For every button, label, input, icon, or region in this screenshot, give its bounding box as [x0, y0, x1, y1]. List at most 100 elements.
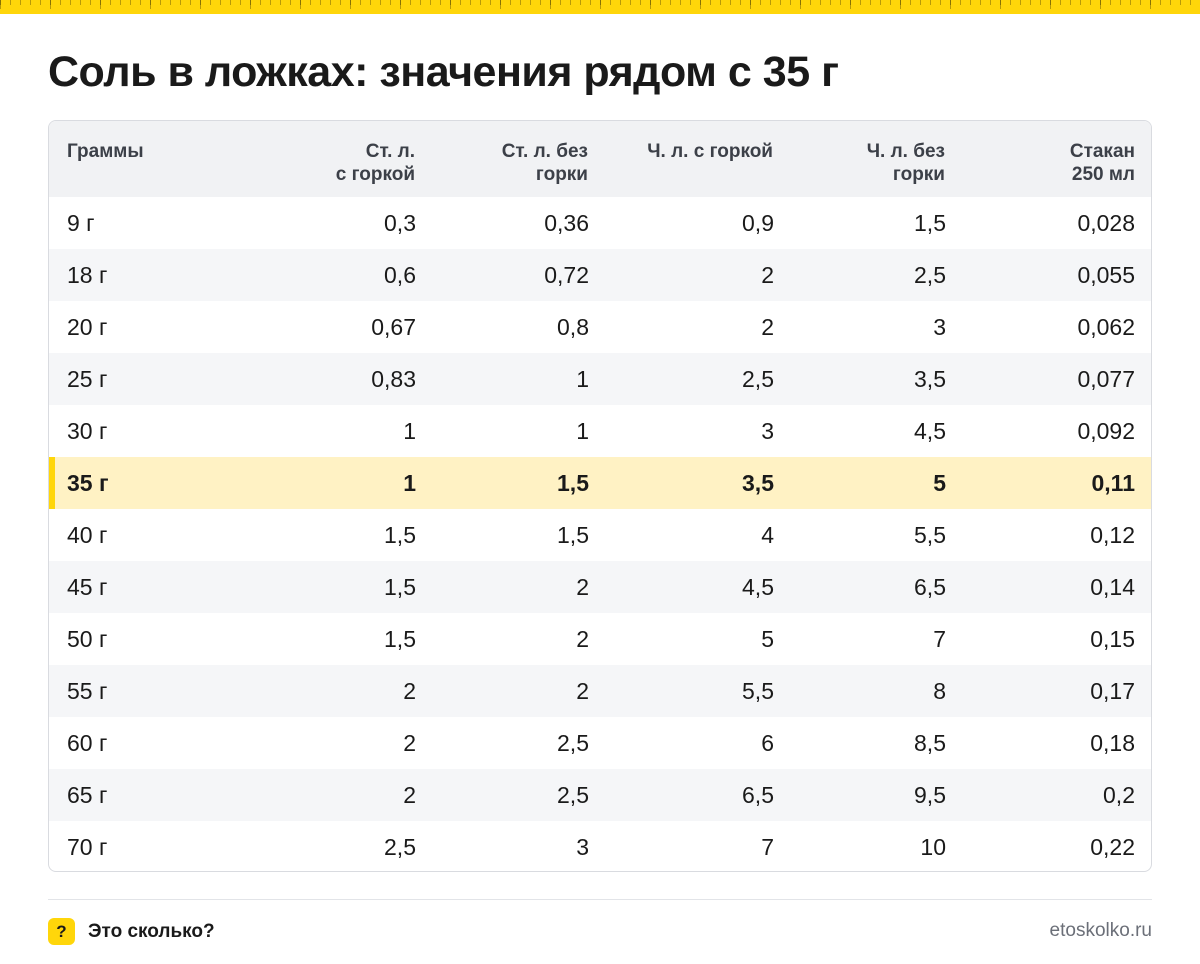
value-cell: 0,6 — [384, 261, 416, 288]
value-cell: 1,5 — [557, 521, 589, 548]
column-header: Стакан 250 мл — [946, 121, 1151, 197]
column-header-line: Ч. л. без — [866, 141, 945, 162]
value-cell: 5 — [761, 625, 774, 652]
table-row: 20 г 0,67 0,8 2 3 0,062 — [49, 301, 1151, 353]
grams-cell: 30 г — [67, 417, 108, 444]
table-row: 55 г 2 2 5,5 8 0,17 — [49, 665, 1151, 717]
value-cell: 0,18 — [1090, 729, 1135, 756]
column-header: Ст. л. с горкой — [229, 121, 416, 197]
question-mark-icon: ? — [48, 918, 75, 945]
grams-cell: 50 г — [67, 625, 108, 652]
grams-cell: 25 г — [67, 365, 108, 392]
value-cell: 7 — [761, 833, 774, 860]
grams-cell: 70 г — [67, 833, 108, 860]
value-cell: 0,36 — [544, 209, 589, 236]
value-cell: 0,12 — [1090, 521, 1135, 548]
table-row: 40 г 1,5 1,5 4 5,5 0,12 — [49, 509, 1151, 561]
column-header-line: горки — [535, 164, 588, 185]
page-title: Соль в ложках: значения рядом с 35 г — [48, 48, 839, 96]
value-cell: 1 — [576, 365, 589, 392]
brand-name: Это сколько? — [88, 920, 215, 942]
value-cell: 2,5 — [742, 365, 774, 392]
column-header-line: Стакан — [1069, 141, 1135, 162]
value-cell: 0,72 — [544, 261, 589, 288]
value-cell: 2 — [576, 677, 589, 704]
value-cell: 0,11 — [1091, 469, 1136, 496]
value-cell: 0,062 — [1077, 313, 1135, 340]
value-cell: 5 — [933, 469, 946, 496]
column-header: Граммы — [49, 121, 229, 197]
value-cell: 1,5 — [557, 469, 589, 496]
value-cell: 3 — [933, 313, 946, 340]
brand: ? Это сколько? — [48, 918, 215, 945]
grams-cell: 9 г — [67, 209, 95, 236]
value-cell: 0,67 — [371, 313, 416, 340]
value-cell: 10 — [920, 833, 946, 860]
value-cell: 3 — [761, 417, 774, 444]
value-cell: 2,5 — [557, 729, 589, 756]
value-cell: 0,077 — [1077, 365, 1135, 392]
value-cell: 1,5 — [384, 573, 416, 600]
value-cell: 0,092 — [1077, 417, 1135, 444]
grams-cell: 35 г — [49, 457, 229, 509]
conversion-table: Граммы Ст. л. с горкой Ст. л. без горки Ч. л.… — [49, 121, 1151, 871]
footer-divider — [48, 899, 1152, 900]
grams-cell: 60 г — [67, 729, 108, 756]
table-row: 9 г 0,3 0,36 0,9 1,5 0,028 — [49, 197, 1151, 249]
value-cell: 8,5 — [914, 729, 946, 756]
value-cell: 9,5 — [914, 781, 946, 808]
value-cell: 0,15 — [1090, 625, 1135, 652]
value-cell: 0,9 — [742, 209, 774, 236]
value-cell: 2 — [576, 625, 589, 652]
column-header: Ст. л. без горки — [416, 121, 589, 197]
column-header-line: с горкой — [335, 164, 415, 185]
value-cell: 6,5 — [914, 573, 946, 600]
value-cell: 0,3 — [384, 209, 416, 236]
grams-cell: 40 г — [67, 521, 108, 548]
site-link[interactable]: etoskolko.ru — [1049, 920, 1152, 941]
grams-cell: 18 г — [67, 261, 108, 288]
grams-cell: 55 г — [67, 677, 108, 704]
column-header-line: Ч. л. с горкой — [647, 141, 773, 162]
value-cell: 2,5 — [914, 261, 946, 288]
grams-cell: 20 г — [67, 313, 108, 340]
value-cell: 2 — [761, 313, 774, 340]
value-cell: 1,5 — [914, 209, 946, 236]
table-header-row: Граммы Ст. л. с горкой Ст. л. без горки Ч. л.… — [49, 121, 1151, 197]
conversion-table-card: Граммы Ст. л. с горкой Ст. л. без горки Ч. л.… — [48, 120, 1152, 872]
value-cell: 0,14 — [1090, 573, 1135, 600]
table-row: 45 г 1,5 2 4,5 6,5 0,14 — [49, 561, 1151, 613]
value-cell: 2,5 — [384, 833, 416, 860]
table-row: 50 г 1,5 2 5 7 0,15 — [49, 613, 1151, 665]
value-cell: 0,17 — [1090, 677, 1135, 704]
value-cell: 6,5 — [742, 781, 774, 808]
value-cell: 1,5 — [384, 625, 416, 652]
column-header-line: горки — [892, 164, 945, 185]
value-cell: 1 — [403, 417, 416, 444]
table-row: 18 г 0,6 0,72 2 2,5 0,055 — [49, 249, 1151, 301]
value-cell: 5,5 — [914, 521, 946, 548]
column-header-line: 250 мл — [1071, 164, 1135, 185]
column-header-line: Ст. л. без — [501, 141, 588, 162]
value-cell: 2 — [761, 261, 774, 288]
table-row: 25 г 0,83 1 2,5 3,5 0,077 — [49, 353, 1151, 405]
value-cell: 5,5 — [742, 677, 774, 704]
table-row: 70 г 2,5 3 7 10 0,22 — [49, 821, 1151, 871]
value-cell: 2 — [403, 781, 416, 808]
column-header: Ч. л. без горки — [774, 121, 946, 197]
column-header: Ч. л. с горкой — [589, 121, 774, 197]
value-cell: 1,5 — [384, 521, 416, 548]
value-cell: 3,5 — [742, 469, 774, 496]
value-cell: 0,83 — [371, 365, 416, 392]
value-cell: 1 — [403, 469, 416, 496]
table-body: 9 г 0,3 0,36 0,9 1,5 0,028 18 г 0,6 0,72 2 2,5 0,05… — [49, 197, 1151, 871]
value-cell: 8 — [933, 677, 946, 704]
table-row: 60 г 2 2,5 6 8,5 0,18 — [49, 717, 1151, 769]
grams-cell: 45 г — [67, 573, 108, 600]
table-row: 65 г 2 2,5 6,5 9,5 0,2 — [49, 769, 1151, 821]
ruler-stripe — [0, 0, 1200, 14]
value-cell: 0,2 — [1103, 781, 1135, 808]
value-cell: 2 — [576, 573, 589, 600]
value-cell: 3,5 — [914, 365, 946, 392]
value-cell: 2,5 — [557, 781, 589, 808]
